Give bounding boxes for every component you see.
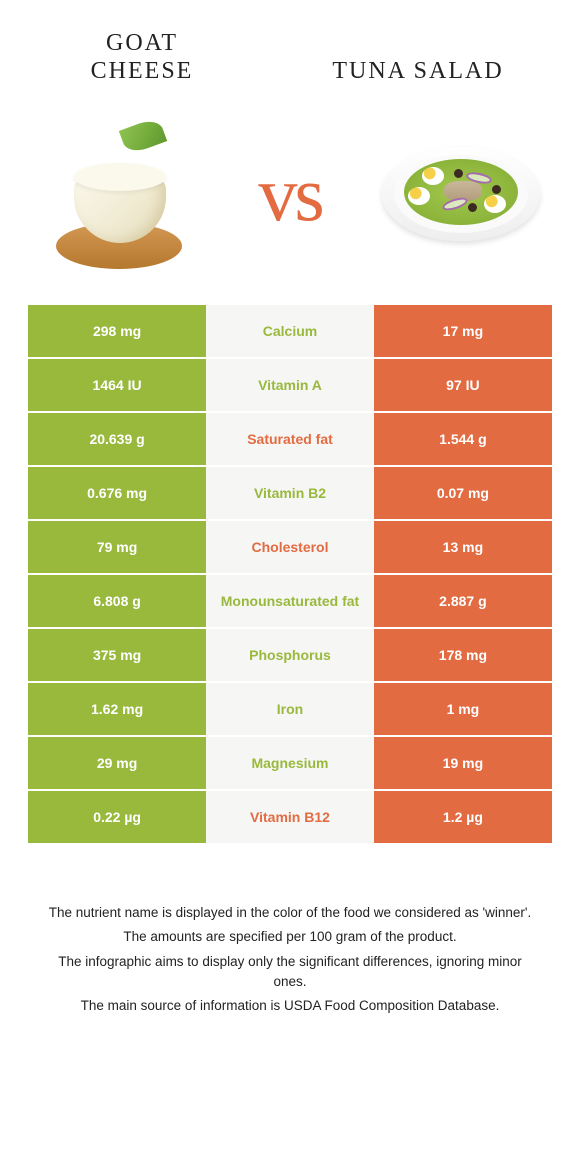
value-right: 19 mg [374,737,552,789]
illustration-goat-cheese [34,109,204,279]
title-right: TUNA SALAD [308,58,528,85]
comparison-infographic: GOAT CHEESE TUNA SALAD vs 298 mgCalcium1… [0,0,580,1036]
title-left: GOAT CHEESE [52,30,232,85]
table-row: 375 mgPhosphorus178 mg [28,629,552,681]
value-right: 17 mg [374,305,552,357]
value-left: 298 mg [28,305,206,357]
table-row: 1.62 mgIron1 mg [28,683,552,735]
value-left: 0.676 mg [28,467,206,519]
nutrient-name: Cholesterol [206,521,374,573]
value-left: 1464 IU [28,359,206,411]
value-left: 29 mg [28,737,206,789]
footer-notes: The nutrient name is displayed in the co… [28,903,552,1016]
value-left: 79 mg [28,521,206,573]
value-right: 2.887 g [374,575,552,627]
nutrient-name: Vitamin A [206,359,374,411]
table-row: 20.639 gSaturated fat1.544 g [28,413,552,465]
value-right: 1.544 g [374,413,552,465]
value-right: 178 mg [374,629,552,681]
vs-label: vs [258,149,321,239]
nutrient-name: Iron [206,683,374,735]
value-left: 6.808 g [28,575,206,627]
nutrient-name: Phosphorus [206,629,374,681]
value-left: 1.62 mg [28,683,206,735]
nutrient-name: Magnesium [206,737,374,789]
nutrient-table: 298 mgCalcium17 mg1464 IUVitamin A97 IU2… [28,305,552,843]
nutrient-name: Calcium [206,305,374,357]
titles-row: GOAT CHEESE TUNA SALAD [28,20,552,85]
value-left: 20.639 g [28,413,206,465]
nutrient-name: Vitamin B2 [206,467,374,519]
value-left: 0.22 µg [28,791,206,843]
value-right: 0.07 mg [374,467,552,519]
value-right: 1.2 µg [374,791,552,843]
value-right: 13 mg [374,521,552,573]
value-left: 375 mg [28,629,206,681]
hero-row: vs [28,109,552,279]
table-row: 79 mgCholesterol13 mg [28,521,552,573]
footer-line: The nutrient name is displayed in the co… [46,903,534,923]
table-row: 298 mgCalcium17 mg [28,305,552,357]
value-right: 1 mg [374,683,552,735]
footer-line: The infographic aims to display only the… [46,952,534,993]
table-row: 1464 IUVitamin A97 IU [28,359,552,411]
table-row: 0.22 µgVitamin B121.2 µg [28,791,552,843]
nutrient-name: Saturated fat [206,413,374,465]
footer-line: The amounts are specified per 100 gram o… [46,927,534,947]
illustration-tuna-salad [376,129,546,259]
table-row: 0.676 mgVitamin B20.07 mg [28,467,552,519]
value-right: 97 IU [374,359,552,411]
table-row: 6.808 gMonounsaturated fat2.887 g [28,575,552,627]
nutrient-name: Monounsaturated fat [206,575,374,627]
table-row: 29 mgMagnesium19 mg [28,737,552,789]
footer-line: The main source of information is USDA F… [46,996,534,1016]
nutrient-name: Vitamin B12 [206,791,374,843]
